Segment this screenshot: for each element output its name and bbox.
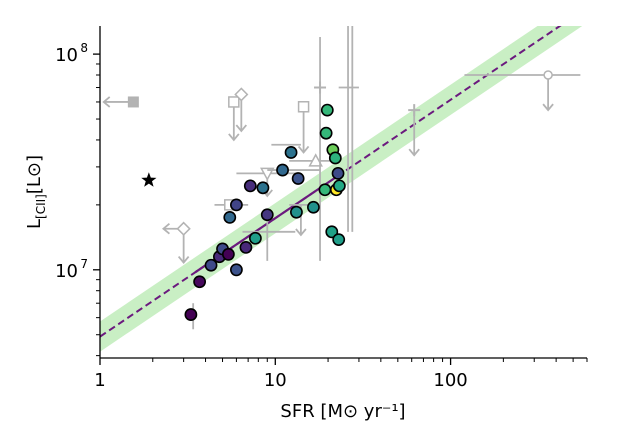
x-axis-label: SFR [M⊙ yr⁻¹] (280, 401, 405, 422)
x-tick-label: 100 (433, 370, 467, 391)
y-tick-exponent: 8 (80, 41, 88, 55)
data-point (291, 172, 305, 185)
data-point (320, 103, 334, 117)
y-tick-label: 10 (55, 261, 78, 282)
relation-band (100, 26, 583, 352)
limit-marker-triangle-up (308, 153, 323, 167)
data-point (276, 163, 289, 177)
data-point (325, 225, 339, 239)
data-point (332, 179, 346, 193)
upper-limits-layer (102, 26, 581, 330)
limit-marker-diamond (176, 221, 191, 236)
data-point (332, 233, 346, 247)
y-axis-label-sub: [CII] (34, 194, 48, 219)
data-point (328, 151, 342, 165)
data-point (239, 241, 253, 254)
data-point (256, 181, 270, 195)
data-point (307, 200, 320, 214)
y-axis-label: L[CII][L⊙] (24, 155, 48, 229)
limit-arrow-head (235, 124, 248, 133)
data-point (248, 231, 262, 245)
data-point (193, 275, 207, 289)
data-point (221, 247, 235, 261)
data-point (331, 166, 345, 180)
limit-marker-circle (543, 70, 553, 80)
data-point (284, 146, 298, 159)
limit-arrow-head (295, 228, 307, 237)
tick-marks (93, 53, 588, 365)
limit-arrow-head (177, 256, 190, 264)
data-point (230, 198, 243, 212)
y-tick-exponent: 7 (80, 257, 88, 271)
limit-arrow-head (542, 103, 554, 112)
data-point (243, 179, 257, 193)
limit-arrow-head (102, 96, 111, 108)
limit-arrow-head (297, 145, 310, 154)
limit-marker-square-open (228, 96, 240, 108)
axes (99, 26, 587, 359)
x-tick-label: 10 (264, 370, 287, 391)
limit-marker-square (127, 96, 139, 108)
y-axis-label-unit: [L⊙] (24, 155, 45, 194)
data-point (260, 208, 274, 222)
data-point (204, 258, 218, 272)
data-point (223, 210, 237, 224)
limit-arrow-head (162, 223, 170, 235)
data-point (290, 205, 303, 219)
data-point (230, 263, 243, 277)
x-tick-label: 1 (94, 370, 105, 391)
limit-marker-square-open (297, 101, 310, 113)
data-point (318, 183, 332, 197)
data-point (319, 126, 333, 140)
y-axis-label-main: L (24, 219, 45, 229)
limit-arrow-head (228, 133, 240, 142)
limit-arrow-head (408, 148, 420, 157)
limit-marker-triangle-down (260, 167, 275, 181)
fit-line-dashed (100, 26, 562, 338)
detections-layer (141, 103, 346, 321)
data-point (184, 308, 198, 321)
star-marker (141, 172, 157, 187)
limit-marker-diamond (234, 87, 249, 102)
y-tick-label: 10 (55, 45, 78, 66)
